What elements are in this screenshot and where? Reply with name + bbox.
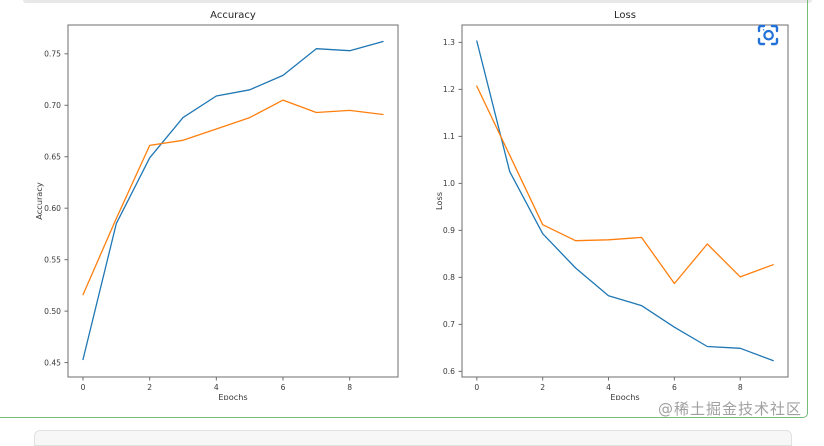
svg-text:2: 2 xyxy=(540,383,545,392)
svg-text:2: 2 xyxy=(147,383,152,392)
svg-text:0.6: 0.6 xyxy=(443,367,455,376)
svg-text:0.65: 0.65 xyxy=(44,153,61,162)
training-curves-figure: 0 2 4 6 8 0.45 0.50 0.55 0.60 0.65 0.70 0.75 Accurac… xyxy=(34,10,789,400)
svg-text:0.55: 0.55 xyxy=(44,255,61,264)
svg-text:0.60: 0.60 xyxy=(44,204,61,213)
svg-text:0: 0 xyxy=(81,383,86,392)
svg-text:4: 4 xyxy=(214,383,219,392)
svg-text:1.3: 1.3 xyxy=(443,38,455,47)
svg-text:8: 8 xyxy=(738,383,743,392)
loss-chart: 0 2 4 6 8 0.6 0.7 0.8 0.9 1.0 1.1 1.2 1.3 Loss Epochs L… xyxy=(434,10,789,400)
svg-text:Accuracy: Accuracy xyxy=(34,182,44,220)
bottom-panel-edge xyxy=(34,430,792,446)
svg-text:0.45: 0.45 xyxy=(44,358,61,367)
top-divider xyxy=(23,0,812,3)
svg-text:0.75: 0.75 xyxy=(44,50,61,59)
svg-text:Epochs: Epochs xyxy=(610,392,639,400)
svg-text:8: 8 xyxy=(347,383,352,392)
svg-text:0.9: 0.9 xyxy=(443,226,455,235)
svg-text:Epochs: Epochs xyxy=(218,392,247,400)
svg-text:Loss: Loss xyxy=(434,192,444,210)
svg-text:Loss: Loss xyxy=(614,10,636,21)
svg-text:0.8: 0.8 xyxy=(443,273,455,282)
svg-text:0.70: 0.70 xyxy=(44,101,61,110)
svg-text:1.2: 1.2 xyxy=(443,85,455,94)
svg-text:1.0: 1.0 xyxy=(443,179,455,188)
svg-text:0: 0 xyxy=(474,383,479,392)
svg-text:Accuracy: Accuracy xyxy=(210,10,256,21)
watermark: @稀土掘金技术社区 xyxy=(657,400,802,418)
svg-text:4: 4 xyxy=(606,383,611,392)
svg-text:6: 6 xyxy=(672,383,677,392)
scan-image-icon[interactable] xyxy=(756,23,780,47)
svg-text:0.50: 0.50 xyxy=(44,307,61,316)
svg-text:0.7: 0.7 xyxy=(443,320,455,329)
svg-text:6: 6 xyxy=(281,383,286,392)
svg-text:1.1: 1.1 xyxy=(443,132,455,141)
accuracy-chart: 0 2 4 6 8 0.45 0.50 0.55 0.60 0.65 0.70 0.75 Accurac… xyxy=(34,10,399,400)
